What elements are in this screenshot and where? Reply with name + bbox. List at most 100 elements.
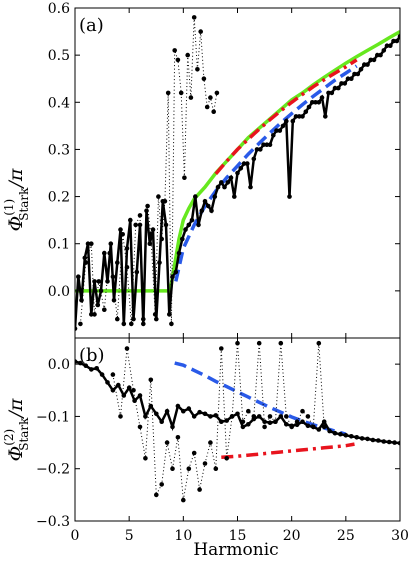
- data-point: [251, 414, 257, 419]
- data-point: [264, 142, 270, 147]
- data-point: [289, 424, 295, 430]
- data-point: [115, 316, 120, 322]
- data-point: [384, 43, 390, 48]
- data-point: [352, 71, 357, 77]
- data-point: [124, 346, 130, 351]
- data-point: [310, 100, 315, 105]
- y-tick-label: 0.1: [48, 237, 70, 253]
- data-point: [191, 414, 197, 419]
- data-point: [365, 62, 370, 67]
- plot-area: [75, 340, 400, 503]
- data-point: [85, 241, 91, 246]
- data-point: [225, 180, 231, 185]
- data-point: [172, 48, 177, 53]
- data-point: [323, 114, 328, 119]
- series-line-black: [75, 360, 400, 445]
- data-point: [124, 265, 130, 270]
- data-point: [159, 236, 164, 242]
- data-point: [129, 321, 134, 327]
- data-point: [202, 461, 208, 466]
- y-tick-label: 0.0: [48, 284, 70, 300]
- data-point: [167, 312, 172, 317]
- data-point: [293, 114, 299, 119]
- data-point: [229, 414, 235, 419]
- data-point: [267, 142, 273, 147]
- data-point: [202, 411, 208, 417]
- data-point: [89, 241, 94, 246]
- data-point: [188, 95, 194, 100]
- data-point: [169, 321, 174, 327]
- data-point: [345, 76, 351, 81]
- data-point: [300, 114, 305, 119]
- data-point: [98, 288, 104, 294]
- data-point: [355, 71, 361, 77]
- data-point: [186, 466, 192, 472]
- data-point: [102, 307, 107, 313]
- data-point: [164, 408, 170, 414]
- data-point: [94, 366, 99, 371]
- data-point: [175, 403, 181, 409]
- data-point: [105, 279, 110, 284]
- y-tick-label: −0.1: [36, 409, 70, 425]
- data-point: [238, 166, 244, 171]
- data-point: [316, 427, 322, 432]
- x-tick-label: 30: [391, 528, 409, 544]
- data-point: [235, 340, 240, 346]
- data-point: [75, 359, 78, 364]
- data-point: [213, 466, 219, 472]
- data-point: [311, 424, 316, 430]
- data-point: [219, 346, 224, 351]
- data-point: [185, 52, 190, 58]
- data-point: [189, 217, 195, 223]
- data-point: [262, 424, 267, 430]
- data-point: [118, 414, 123, 419]
- data-point: [219, 419, 224, 425]
- data-point: [284, 118, 289, 124]
- data-point: [181, 408, 186, 414]
- data-point: [219, 180, 224, 185]
- data-point: [159, 482, 164, 487]
- data-point: [274, 128, 279, 133]
- data-point: [212, 194, 218, 199]
- y-tick-label: 0.3: [48, 142, 70, 158]
- data-point: [208, 414, 213, 419]
- data-point: [110, 372, 116, 377]
- data-point: [349, 434, 354, 439]
- data-point: [358, 67, 364, 72]
- data-point: [92, 312, 97, 317]
- data-point: [261, 142, 266, 147]
- data-point: [258, 147, 263, 152]
- data-point: [105, 380, 110, 385]
- data-point: [131, 388, 136, 393]
- data-point: [305, 423, 311, 429]
- data-point: [370, 437, 376, 443]
- data-point: [124, 246, 130, 251]
- data-point: [164, 440, 170, 445]
- data-point: [378, 52, 383, 58]
- data-point: [215, 184, 221, 190]
- data-point: [157, 260, 162, 265]
- data-point: [235, 170, 240, 176]
- data-point: [120, 232, 125, 237]
- data-point: [359, 436, 365, 441]
- panel-a: 0.0 0.1 0.2 0.3 0.4 0.5 0.6 (a) Φ(1)Stark/π: [2, 1, 401, 339]
- y-tick-label: 0.5: [48, 48, 70, 64]
- data-point: [354, 435, 360, 440]
- data-point: [173, 269, 179, 275]
- data-point: [195, 67, 200, 72]
- data-point: [297, 114, 302, 119]
- data-point: [141, 316, 146, 322]
- data-point: [332, 430, 338, 436]
- plot-area: [75, 15, 400, 331]
- data-point: [137, 213, 143, 218]
- data-point: [191, 15, 197, 20]
- data-point: [321, 424, 327, 430]
- data-point: [199, 208, 205, 213]
- data-point: [110, 388, 116, 393]
- y-tick-label: 0.2: [48, 190, 70, 206]
- data-point: [176, 250, 182, 256]
- data-point: [108, 241, 114, 246]
- data-point: [183, 227, 188, 232]
- data-point: [246, 408, 251, 414]
- series-line-green: [75, 30, 400, 293]
